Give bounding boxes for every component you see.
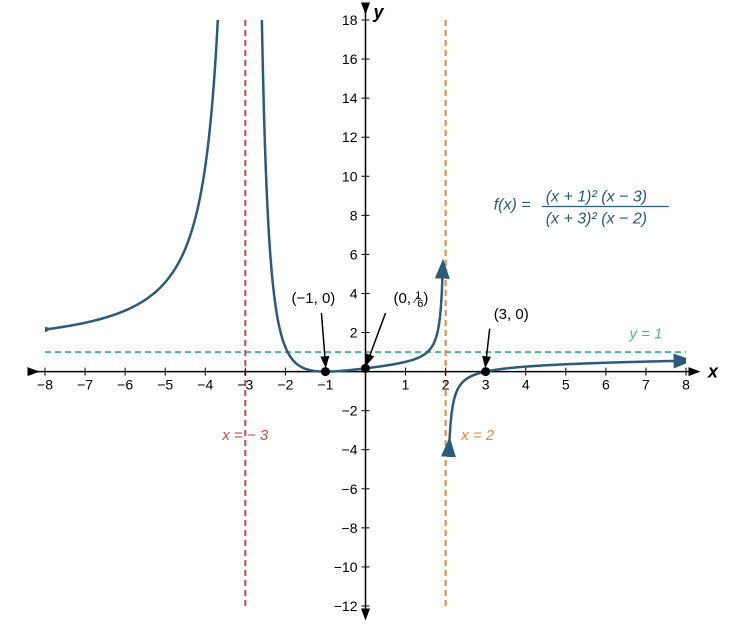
point-label-2: (3, 0) bbox=[494, 306, 529, 323]
va-label-1: x = 2 bbox=[460, 427, 495, 444]
y-tick-label: −2 bbox=[342, 403, 358, 419]
y-tick-label: −4 bbox=[342, 442, 358, 458]
x-axis-label: x bbox=[707, 362, 719, 382]
y-tick-label: 12 bbox=[342, 129, 358, 145]
y-tick-label: 18 bbox=[342, 12, 358, 28]
y-tick-label: −10 bbox=[334, 559, 358, 575]
chart-svg: −8−7−6−5−4−3−2−112345678−12−10−8−6−4−224… bbox=[0, 0, 731, 626]
x-tick-label: −8 bbox=[37, 377, 53, 393]
x-tick-label: 3 bbox=[482, 377, 490, 393]
x-tick-label: −2 bbox=[277, 377, 293, 393]
marked-point-1 bbox=[361, 364, 370, 373]
y-tick-label: −12 bbox=[334, 598, 358, 614]
y-tick-label: 4 bbox=[350, 285, 358, 301]
formula-numerator: (x + 1)² (x − 3) bbox=[546, 188, 647, 205]
y-tick-label: −8 bbox=[342, 520, 358, 536]
y-tick-label: 10 bbox=[342, 168, 358, 184]
x-tick-label: −5 bbox=[157, 377, 173, 393]
x-tick-label: 6 bbox=[602, 377, 610, 393]
x-tick-label: −3 bbox=[237, 377, 253, 393]
x-tick-label: −4 bbox=[197, 377, 213, 393]
x-tick-label: −1 bbox=[317, 377, 333, 393]
point-label-1: (0, 1⁄6) bbox=[394, 290, 429, 310]
y-tick-label: 8 bbox=[350, 207, 358, 223]
x-tick-label: 1 bbox=[402, 377, 410, 393]
y-tick-label: 2 bbox=[350, 325, 358, 341]
x-tick-label: 4 bbox=[522, 377, 530, 393]
ha-label: y = 1 bbox=[628, 325, 662, 342]
marked-point-0 bbox=[321, 367, 330, 376]
y-tick-label: 6 bbox=[350, 246, 358, 262]
y-tick-label: 16 bbox=[342, 51, 358, 67]
point-arrow-2 bbox=[486, 329, 490, 364]
x-tick-label: 5 bbox=[562, 377, 570, 393]
va-label-0: x = − 3 bbox=[221, 427, 269, 444]
formula-denominator: (x + 3)² (x − 2) bbox=[546, 210, 647, 227]
point-label-0: (−1, 0) bbox=[292, 290, 336, 307]
x-tick-label: −6 bbox=[117, 377, 133, 393]
point-arrow-1 bbox=[368, 313, 386, 362]
x-tick-label: −7 bbox=[77, 377, 93, 393]
point-arrow-0 bbox=[321, 313, 325, 364]
x-tick-label: 8 bbox=[682, 377, 690, 393]
y-tick-label: 14 bbox=[342, 90, 358, 106]
curve-segment bbox=[45, 0, 231, 329]
formula-lhs: f(x) = bbox=[494, 196, 531, 213]
y-tick-label: −6 bbox=[342, 481, 358, 497]
marked-point-2 bbox=[481, 367, 490, 376]
x-tick-label: 7 bbox=[642, 377, 650, 393]
rational-function-chart: −8−7−6−5−4−3−2−112345678−12−10−8−6−4−224… bbox=[0, 0, 731, 626]
y-axis-label: y bbox=[373, 2, 385, 22]
x-tick-label: 2 bbox=[442, 377, 450, 393]
